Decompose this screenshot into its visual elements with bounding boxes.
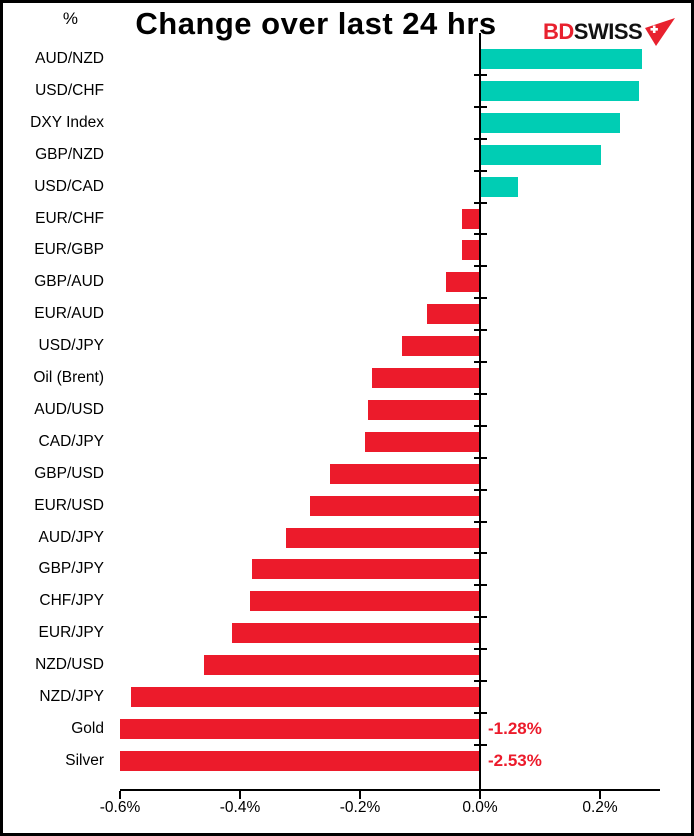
bar-aud-nzd <box>480 49 642 69</box>
bar-gbp-usd <box>330 463 480 484</box>
x-axis-tick <box>359 791 361 799</box>
category-label-eur-gbp: EUR/GBP <box>34 241 104 259</box>
bar-chf-jpy <box>249 591 480 612</box>
axis-unit-label: % <box>62 9 78 28</box>
category-label-aud-jpy: AUD/JPY <box>38 528 104 546</box>
category-label-oil-brent: Oil (Brent) <box>33 369 104 386</box>
category-label-usd-chf: USD/CHF <box>35 81 104 99</box>
category-label-cad-jpy: CAD/JPY <box>38 432 104 450</box>
y-axis-zero-line <box>479 33 481 791</box>
category-label-aud-nzd: AUD/NZD <box>35 50 104 67</box>
bar-aud-jpy <box>285 527 480 548</box>
bar-eur-usd <box>309 495 480 516</box>
x-axis-tick <box>239 791 241 799</box>
logo-text-swiss: SWISS <box>573 19 643 44</box>
category-label-eur-jpy: EUR/JPY <box>38 624 104 642</box>
chart-title: Change over last 24 hrs <box>135 6 497 41</box>
bar-usd-jpy <box>402 336 480 357</box>
category-label-gbp-usd: GBP/USD <box>34 464 104 482</box>
category-label-aud-usd: AUD/USD <box>34 400 104 418</box>
category-label-dxy-index: DXY Index <box>30 113 104 131</box>
category-label-chf-jpy: CHF/JPY <box>39 592 104 610</box>
category-label-eur-usd: EUR/USD <box>34 496 104 514</box>
category-label-gbp-jpy: GBP/JPY <box>38 560 104 578</box>
bar-nzd-usd <box>204 655 480 676</box>
bdswiss-logo: BD SWISS <box>543 17 676 47</box>
bar-gbp-aud <box>446 272 480 293</box>
bar-aud-usd <box>368 399 480 420</box>
x-axis-tick <box>599 791 601 799</box>
bar-eur-jpy <box>231 623 480 644</box>
x-axis-tick-label: -0.4% <box>219 799 261 816</box>
bar-silver <box>120 750 480 771</box>
bar-dxy-index <box>480 112 620 133</box>
x-axis-tick-label: 0.2% <box>582 799 618 816</box>
category-label-nzd-usd: NZD/USD <box>35 656 104 674</box>
category-label-nzd-jpy: NZD/JPY <box>39 688 104 705</box>
category-label-gbp-aud: GBP/AUD <box>34 273 104 291</box>
category-label-eur-aud: EUR/AUD <box>34 305 104 323</box>
category-label-usd-jpy: USD/JPY <box>38 337 104 355</box>
value-label-gold: -1.28% <box>488 718 542 738</box>
logo-text-bd: BD <box>543 19 574 44</box>
category-label-gbp-nzd: GBP/NZD <box>35 145 104 163</box>
bar-gbp-jpy <box>252 559 480 580</box>
bar-eur-chf <box>462 208 480 229</box>
bar-eur-aud <box>426 304 480 325</box>
bar-nzd-jpy <box>130 687 480 707</box>
value-label-silver: -2.53% <box>488 750 542 770</box>
x-axis-tick <box>119 791 121 799</box>
bar-usd-chf <box>480 80 639 101</box>
category-label-usd-cad: USD/CAD <box>34 177 104 195</box>
bar-cad-jpy <box>364 431 480 452</box>
x-axis-tick <box>479 791 481 799</box>
x-axis-line <box>120 789 660 791</box>
category-label-eur-chf: EUR/CHF <box>35 209 104 227</box>
category-label-gold: Gold <box>71 719 104 737</box>
bar-gbp-nzd <box>480 144 601 165</box>
bar-oil-brent <box>372 368 480 388</box>
swiss-flag-pennant-icon <box>645 18 676 46</box>
x-axis-tick-label: -0.6% <box>99 799 141 816</box>
bar-usd-cad <box>480 176 518 197</box>
bar-gold <box>120 718 480 739</box>
x-axis-tick-label: 0.0% <box>462 799 498 816</box>
bar-eur-gbp <box>462 240 480 261</box>
x-axis-tick-label: -0.2% <box>339 799 381 816</box>
category-label-silver: Silver <box>65 751 104 769</box>
